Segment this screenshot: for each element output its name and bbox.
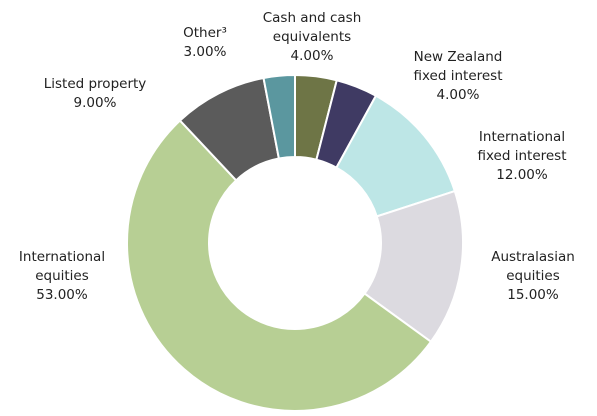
value-label: 9.00% xyxy=(73,95,117,111)
category-label: New Zealand fixed interest xyxy=(413,49,503,84)
slice-label: International fixed interest 12.00% xyxy=(463,128,581,185)
value-label: 3.00% xyxy=(183,44,227,60)
category-label: Australasian equities xyxy=(491,249,575,284)
slice-label: Australasian equities 15.00% xyxy=(483,248,583,305)
value-label: 4.00% xyxy=(290,48,334,64)
slice-label: International equities 53.00% xyxy=(12,248,112,305)
value-label: 12.00% xyxy=(496,167,548,183)
category-label: Cash and cash equivalents xyxy=(262,10,362,45)
slice-label: Cash and cash equivalents 4.00% xyxy=(256,9,368,66)
value-label: 4.00% xyxy=(436,87,480,103)
slice-label: Other³ 3.00% xyxy=(165,24,245,62)
value-label: 53.00% xyxy=(36,287,88,303)
category-label: Other³ xyxy=(183,25,227,41)
category-label: International fixed interest xyxy=(477,129,567,164)
value-label: 15.00% xyxy=(507,287,559,303)
category-label: International equities xyxy=(18,249,106,284)
donut-slice xyxy=(126,119,433,412)
donut-slice xyxy=(262,73,296,160)
slice-label: Listed property 9.00% xyxy=(20,75,170,113)
slice-label: New Zealand fixed interest 4.00% xyxy=(399,48,517,105)
category-label: Listed property xyxy=(43,76,147,92)
